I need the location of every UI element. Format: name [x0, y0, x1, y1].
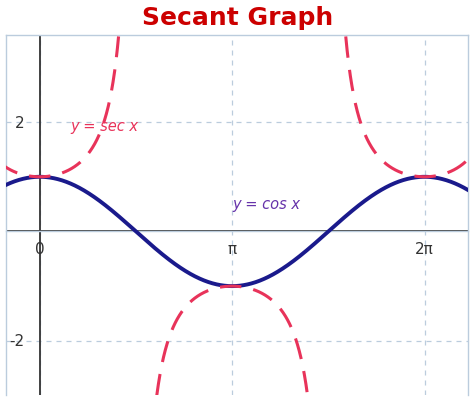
- Text: 0: 0: [35, 242, 45, 257]
- Text: 2: 2: [15, 115, 25, 130]
- Text: 2π: 2π: [415, 242, 434, 257]
- Title: Secant Graph: Secant Graph: [142, 6, 333, 30]
- Text: y = sec x: y = sec x: [70, 119, 138, 134]
- Text: -2: -2: [9, 334, 25, 348]
- Text: π: π: [228, 242, 237, 257]
- Text: y = cos x: y = cos x: [233, 197, 301, 212]
